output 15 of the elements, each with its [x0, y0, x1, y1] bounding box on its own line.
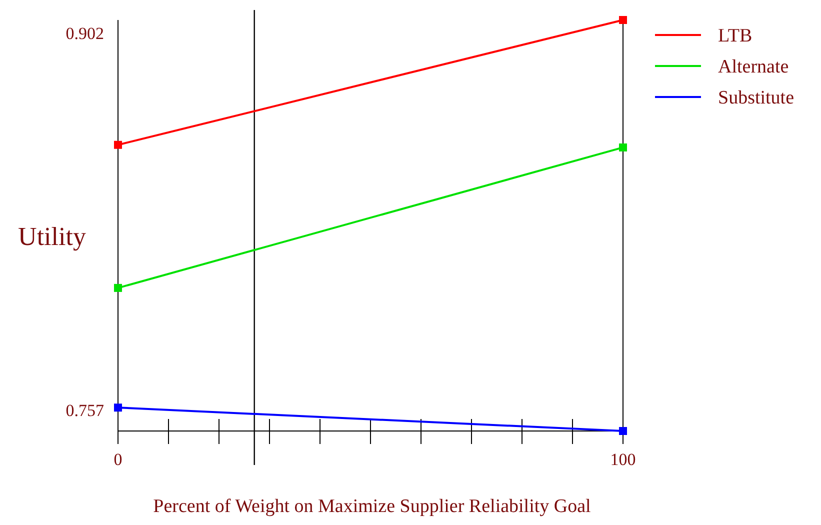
point	[619, 427, 627, 435]
x-tick-label: 0	[114, 450, 122, 469]
point	[114, 284, 122, 292]
x-tick-label: 100	[610, 450, 636, 469]
y-tick-label: 0.902	[66, 24, 104, 43]
legend-label: Alternate	[718, 56, 789, 78]
y-axis-title: Utility	[18, 222, 86, 251]
point	[114, 404, 122, 412]
legend-label: Substitute	[718, 88, 794, 109]
x-axis-title: Percent of Weight on Maximize Supplier Reliability Goal	[153, 496, 591, 517]
legend-label: LTB	[718, 26, 752, 47]
point	[619, 143, 627, 152]
point	[619, 16, 627, 24]
y-tick-label: 0.757	[66, 401, 104, 420]
point	[114, 140, 122, 149]
